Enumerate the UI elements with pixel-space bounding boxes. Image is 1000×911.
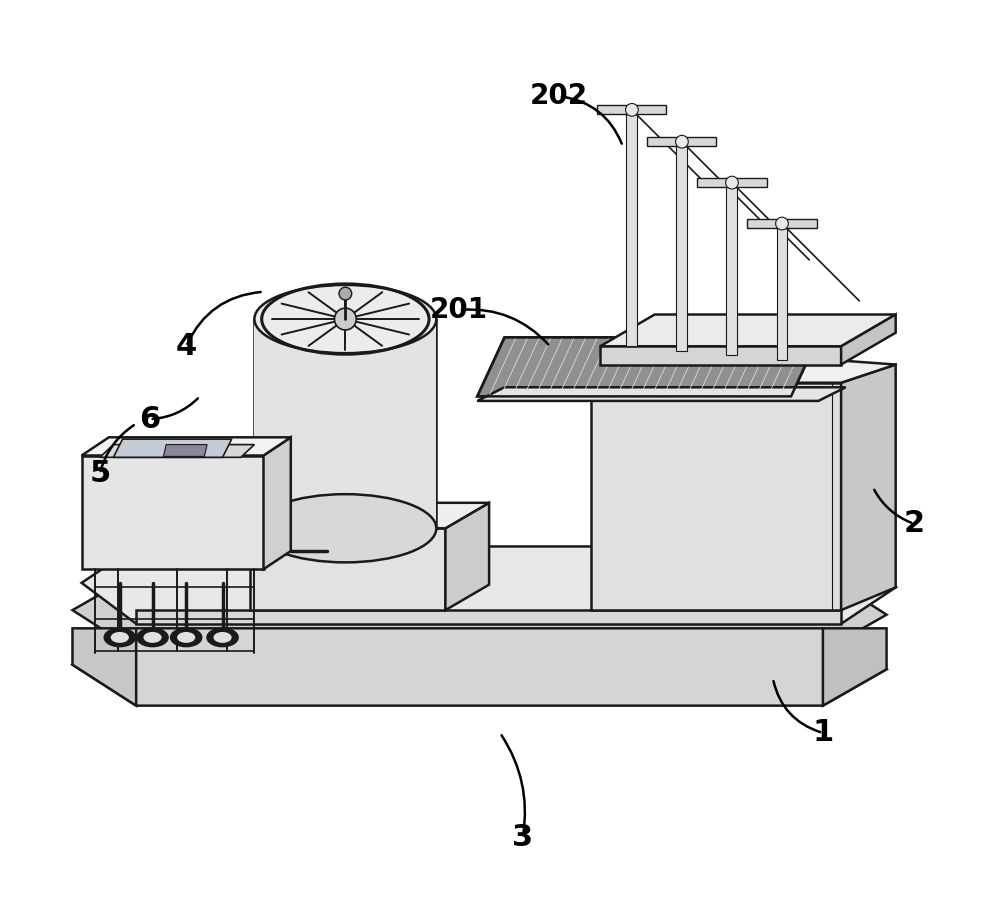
Circle shape	[334, 308, 356, 330]
Polygon shape	[726, 182, 737, 355]
Ellipse shape	[207, 629, 238, 647]
Polygon shape	[777, 223, 787, 360]
Polygon shape	[113, 439, 232, 457]
Circle shape	[626, 104, 638, 117]
Text: 201: 201	[430, 296, 488, 324]
Ellipse shape	[254, 285, 436, 353]
Polygon shape	[136, 610, 841, 624]
Polygon shape	[82, 547, 896, 624]
Ellipse shape	[213, 632, 232, 643]
Ellipse shape	[104, 629, 135, 647]
Polygon shape	[591, 346, 896, 383]
Polygon shape	[82, 437, 291, 456]
Text: 202: 202	[530, 82, 588, 110]
Text: 5: 5	[89, 459, 110, 488]
Circle shape	[776, 217, 788, 230]
Polygon shape	[72, 574, 887, 651]
Polygon shape	[626, 110, 637, 346]
Polygon shape	[72, 629, 887, 706]
Polygon shape	[676, 142, 687, 351]
Polygon shape	[250, 503, 489, 528]
Polygon shape	[747, 219, 817, 228]
Circle shape	[676, 136, 688, 148]
Polygon shape	[841, 314, 896, 364]
Polygon shape	[82, 456, 264, 569]
Polygon shape	[600, 314, 896, 346]
Polygon shape	[823, 629, 887, 706]
Polygon shape	[72, 629, 136, 706]
Ellipse shape	[137, 629, 168, 647]
Polygon shape	[597, 106, 666, 115]
Text: 1: 1	[812, 719, 834, 747]
Polygon shape	[697, 178, 767, 187]
Text: 6: 6	[139, 404, 160, 434]
Polygon shape	[163, 445, 207, 456]
Polygon shape	[477, 337, 818, 396]
Polygon shape	[254, 319, 436, 528]
Circle shape	[339, 287, 352, 300]
Polygon shape	[445, 503, 489, 610]
Polygon shape	[264, 437, 291, 569]
Ellipse shape	[254, 494, 436, 562]
Ellipse shape	[171, 629, 202, 647]
Polygon shape	[100, 445, 254, 457]
Ellipse shape	[143, 632, 162, 643]
Ellipse shape	[177, 632, 195, 643]
Text: 2: 2	[903, 509, 924, 538]
Polygon shape	[841, 364, 896, 610]
Text: 4: 4	[176, 332, 197, 361]
Polygon shape	[591, 383, 841, 610]
Polygon shape	[647, 138, 716, 147]
Circle shape	[726, 176, 738, 189]
Text: 3: 3	[512, 823, 533, 852]
Polygon shape	[250, 528, 445, 610]
Polygon shape	[600, 346, 841, 364]
Polygon shape	[477, 387, 846, 401]
Ellipse shape	[111, 632, 129, 643]
